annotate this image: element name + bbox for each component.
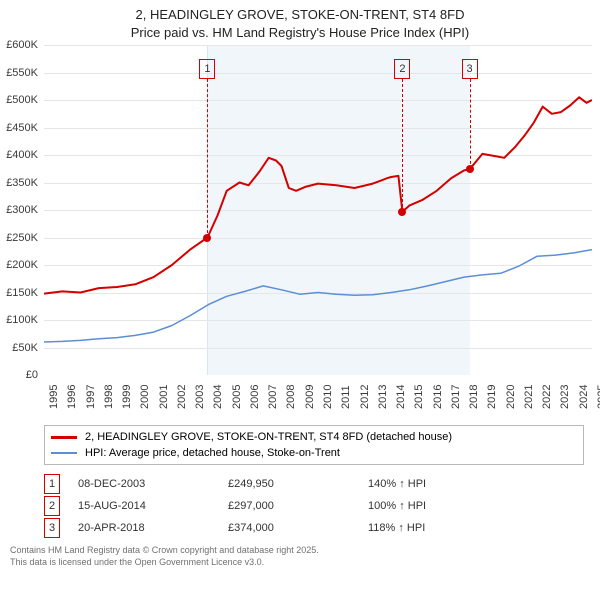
sale-row-marker: 1	[44, 474, 60, 494]
x-tick-label: 2015	[413, 385, 425, 409]
sales-table: 1 08-DEC-2003£249,950140% ↑ HPI 2 15-AUG-20…	[44, 473, 600, 539]
sale-marker-dot	[203, 234, 211, 242]
y-tick-label: £450K	[0, 122, 38, 134]
x-tick-label: 2005	[231, 385, 243, 409]
x-tick-label: 2021	[523, 385, 535, 409]
x-tick-label: 2025	[596, 385, 600, 409]
x-tick-label: 2000	[139, 385, 151, 409]
legend: 2, HEADINGLEY GROVE, STOKE-ON-TRENT, ST4…	[44, 425, 584, 465]
x-tick-label: 1999	[121, 385, 133, 409]
sale-row-marker: 2	[44, 496, 60, 516]
x-tick-label: 2011	[340, 385, 352, 409]
legend-swatch	[51, 436, 77, 439]
sale-hpi: 140% ↑ HPI	[368, 478, 508, 490]
y-tick-label: £0	[0, 369, 38, 381]
sale-marker-dot	[398, 208, 406, 216]
y-tick-label: £50K	[0, 342, 38, 354]
x-tick-label: 2013	[377, 385, 389, 409]
sale-marker-box: 2	[394, 59, 410, 79]
x-tick-label: 2007	[267, 385, 279, 409]
title-line-1: 2, HEADINGLEY GROVE, STOKE-ON-TRENT, ST4…	[0, 6, 600, 24]
x-tick-label: 2012	[359, 385, 371, 409]
legend-label: HPI: Average price, detached house, Stok…	[85, 447, 340, 459]
title-line-2: Price paid vs. HM Land Registry's House …	[0, 24, 600, 42]
sale-row-marker: 3	[44, 518, 60, 538]
x-tick-label: 2018	[468, 385, 480, 409]
legend-swatch	[51, 452, 77, 454]
sale-date: 08-DEC-2003	[78, 478, 228, 490]
y-tick-label: £300K	[0, 204, 38, 216]
x-tick-label: 1996	[66, 385, 78, 409]
series-price-paid	[44, 97, 592, 293]
x-tick-label: 1997	[85, 385, 97, 409]
sale-marker-line	[470, 79, 472, 169]
x-tick-label: 2014	[395, 385, 407, 409]
sale-hpi: 118% ↑ HPI	[368, 522, 508, 534]
attribution-footer: Contains HM Land Registry data © Crown c…	[10, 545, 600, 568]
sale-row: 3 20-APR-2018£374,000118% ↑ HPI	[44, 517, 600, 539]
y-tick-label: £400K	[0, 149, 38, 161]
x-tick-label: 2017	[450, 385, 462, 409]
y-tick-label: £200K	[0, 259, 38, 271]
sale-marker-box: 3	[462, 59, 478, 79]
y-tick-label: £600K	[0, 39, 38, 51]
y-tick-label: £150K	[0, 287, 38, 299]
chart-area: £0£50K£100K£150K£200K£250K£300K£350K£400…	[44, 45, 592, 425]
x-tick-label: 2006	[249, 385, 261, 409]
sale-price: £249,950	[228, 478, 368, 490]
x-tick-label: 2010	[322, 385, 334, 409]
series-hpi	[44, 250, 592, 342]
x-tick-label: 2004	[212, 385, 224, 409]
plot-area: £0£50K£100K£150K£200K£250K£300K£350K£400…	[44, 45, 592, 375]
x-tick-label: 2020	[505, 385, 517, 409]
sale-date: 15-AUG-2014	[78, 500, 228, 512]
x-tick-label: 1998	[103, 385, 115, 409]
y-tick-label: £550K	[0, 67, 38, 79]
x-tick-label: 2009	[304, 385, 316, 409]
legend-row: 2, HEADINGLEY GROVE, STOKE-ON-TRENT, ST4…	[51, 429, 577, 445]
x-tick-label: 2002	[176, 385, 188, 409]
y-tick-label: £350K	[0, 177, 38, 189]
sale-marker-line	[402, 79, 404, 212]
series-svg	[44, 45, 592, 375]
x-tick-label: 2001	[158, 385, 170, 409]
x-tick-label: 1995	[48, 385, 60, 409]
y-tick-label: £250K	[0, 232, 38, 244]
chart-container: 2, HEADINGLEY GROVE, STOKE-ON-TRENT, ST4…	[0, 0, 600, 590]
sale-price: £374,000	[228, 522, 368, 534]
x-tick-label: 2003	[194, 385, 206, 409]
chart-title: 2, HEADINGLEY GROVE, STOKE-ON-TRENT, ST4…	[0, 0, 600, 41]
sale-date: 20-APR-2018	[78, 522, 228, 534]
y-tick-label: £500K	[0, 94, 38, 106]
legend-row: HPI: Average price, detached house, Stok…	[51, 445, 577, 461]
footer-line-1: Contains HM Land Registry data © Crown c…	[10, 545, 600, 557]
sale-hpi: 100% ↑ HPI	[368, 500, 508, 512]
sale-price: £297,000	[228, 500, 368, 512]
sale-row: 2 15-AUG-2014£297,000100% ↑ HPI	[44, 495, 600, 517]
y-tick-label: £100K	[0, 314, 38, 326]
x-tick-label: 2008	[285, 385, 297, 409]
x-tick-label: 2019	[486, 385, 498, 409]
sale-marker-dot	[466, 165, 474, 173]
x-tick-label: 2024	[578, 385, 590, 409]
footer-line-2: This data is licensed under the Open Gov…	[10, 557, 600, 569]
x-tick-label: 2023	[559, 385, 571, 409]
legend-label: 2, HEADINGLEY GROVE, STOKE-ON-TRENT, ST4…	[85, 431, 452, 443]
sale-marker-line	[207, 79, 209, 238]
sale-row: 1 08-DEC-2003£249,950140% ↑ HPI	[44, 473, 600, 495]
plot-inner	[44, 45, 592, 375]
sale-marker-box: 1	[199, 59, 215, 79]
x-tick-label: 2022	[541, 385, 553, 409]
x-tick-label: 2016	[432, 385, 444, 409]
